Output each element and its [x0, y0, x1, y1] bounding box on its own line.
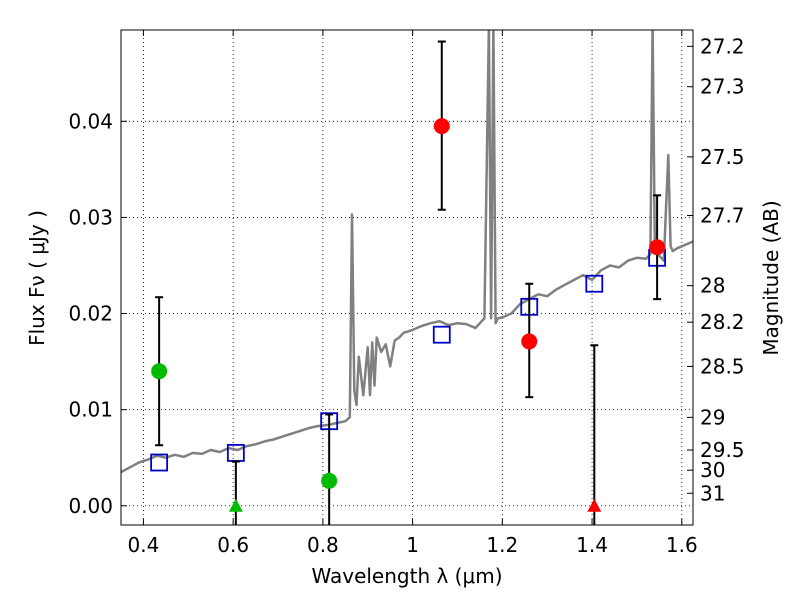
y2-tick-label: 28 [700, 274, 725, 298]
observed-green-point [321, 472, 338, 489]
y2-tick-label: 29 [700, 405, 725, 429]
y2-tick-label: 29.5 [700, 438, 745, 462]
y-tick-label: 0.03 [68, 205, 113, 229]
x-tick-label: 1.4 [576, 533, 608, 557]
x-tick-label: 0.6 [217, 533, 249, 557]
x-tick-label: 0.4 [128, 533, 160, 557]
observed-green-upper-limit-triangle [228, 498, 243, 512]
plot-background [121, 30, 693, 525]
y2-tick-label: 27.2 [700, 34, 745, 58]
observed-green-point [151, 363, 168, 380]
y2-tick-label: 27.5 [700, 145, 745, 169]
y-tick-label: 0.00 [68, 494, 113, 518]
model-photometry-square [585, 274, 604, 293]
observed-red-point [433, 118, 450, 135]
y2-tick-label: 31 [700, 481, 725, 505]
model-spectrum-line [121, 30, 693, 474]
model-photometry-square [150, 453, 169, 472]
observed-red-point [521, 333, 538, 350]
observed-red-upper-limit-triangle [587, 498, 602, 512]
y-axis-title: Flux Fν ( μJy ) [25, 210, 49, 346]
x-tick-label: 1 [406, 533, 419, 557]
y-tick-label: 0.02 [68, 302, 113, 326]
y2-axis-title: Magnitude (AB) [759, 200, 783, 355]
model-photometry-square [432, 325, 451, 344]
observed-red-point [649, 239, 666, 256]
plot-area [121, 30, 693, 474]
y2-tick-label: 28.2 [700, 310, 745, 334]
x-tick-label: 0.8 [307, 533, 339, 557]
y-tick-label: 0.04 [68, 109, 113, 133]
y2-tick-label: 27.7 [700, 204, 745, 228]
x-tick-label: 1.6 [666, 533, 698, 557]
marker-layer [150, 40, 667, 525]
y2-tick-label: 28.5 [700, 354, 745, 378]
plot-frame [120, 29, 694, 526]
x-axis-title: Wavelength λ (μm) [311, 564, 502, 588]
y2-tick-label: 30 [700, 458, 725, 482]
tick-layer: 0.4 0.6 0.8 1 1.2 1.4 1.6 0.00 0.01 0.02 0.03 0.04 2… [68, 30, 745, 557]
y-tick-label: 0.01 [68, 398, 113, 422]
x-tick-label: 1.2 [486, 533, 518, 557]
y2-tick-label: 27.3 [700, 75, 745, 99]
